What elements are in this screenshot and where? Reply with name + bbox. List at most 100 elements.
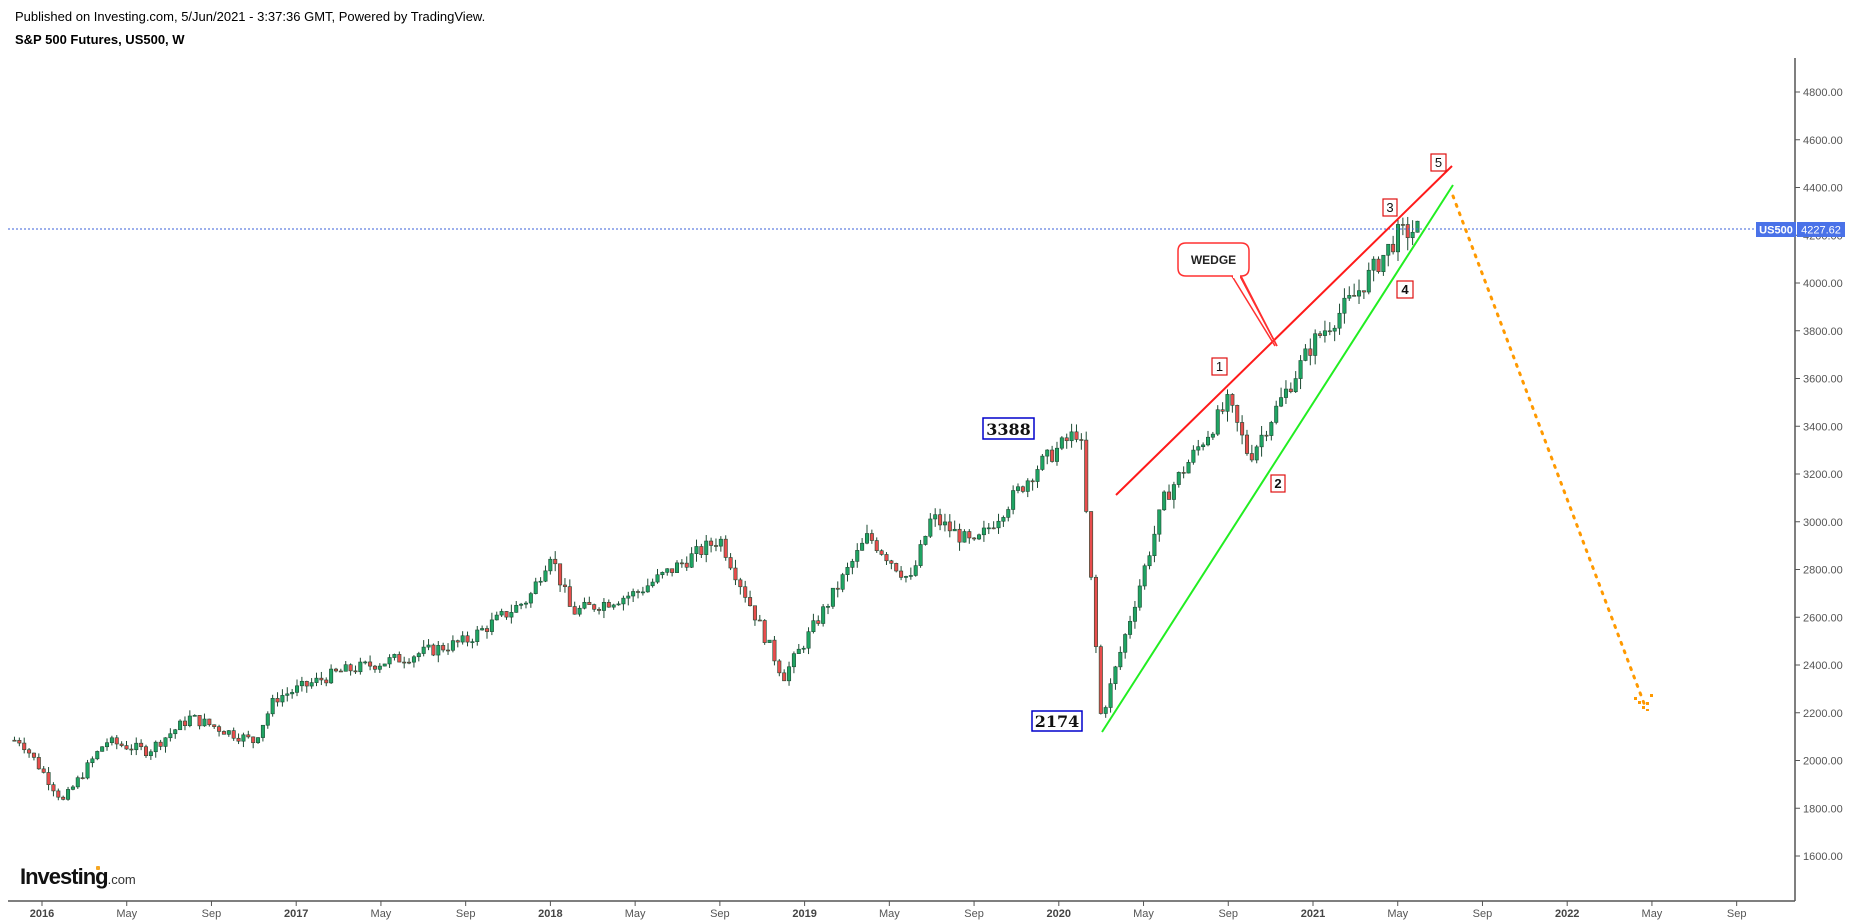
wave-5-label[interactable]: 5 <box>1430 153 1447 172</box>
candle-down <box>304 680 309 687</box>
candle-up <box>1035 469 1040 482</box>
x-tick-label: 2020 <box>1047 908 1071 920</box>
last-price-tag: US500 4227.62 <box>1756 222 1845 237</box>
candle-up <box>933 514 938 520</box>
y-tick-label: 2600.00 <box>1803 612 1843 624</box>
candle-up <box>801 647 806 650</box>
wave-3-label[interactable]: 3 <box>1382 198 1398 217</box>
candle-down <box>899 570 904 578</box>
candle-up <box>256 737 261 744</box>
wave-2-label[interactable]: 2 <box>1270 474 1286 493</box>
candle-up <box>806 631 811 649</box>
candle-down <box>338 670 343 673</box>
x-tick-label: Sep <box>710 908 730 920</box>
candle-up <box>1054 447 1059 462</box>
investing-logo[interactable]: Investing.com <box>20 864 136 890</box>
x-tick-label: May <box>625 908 646 920</box>
candle-down <box>129 748 134 751</box>
candle-up <box>1006 509 1011 518</box>
candle-up <box>1191 449 1196 463</box>
price-tag-symbol: US500 <box>1759 225 1793 237</box>
lower-wedge-trendline[interactable] <box>1101 184 1454 733</box>
candle-up <box>1103 707 1108 714</box>
candle-down <box>31 752 36 758</box>
candle-down <box>1235 405 1240 423</box>
wedge-label: WEDGE <box>1191 253 1236 267</box>
candle-up <box>1069 431 1074 442</box>
candle-up <box>475 629 480 642</box>
candle-down <box>1361 290 1366 293</box>
candle-up <box>1283 388 1288 398</box>
wave-4-label[interactable]: 4 <box>1396 280 1414 299</box>
candle-up <box>611 604 616 608</box>
wave-1-label[interactable]: 1 <box>1211 357 1228 376</box>
candle-down <box>1308 348 1313 356</box>
candle-up <box>860 542 865 551</box>
candle-up <box>290 692 295 695</box>
candle-down <box>319 677 324 681</box>
candle-up <box>665 568 670 573</box>
wedge-callout[interactable]: WEDGE <box>1177 242 1278 347</box>
candle-up <box>855 550 860 562</box>
candle-down <box>874 540 879 552</box>
candle-down <box>397 654 402 663</box>
candle-down <box>1181 472 1186 474</box>
candle-down <box>246 734 251 738</box>
candle-down <box>967 531 972 539</box>
candle-up <box>265 713 270 726</box>
candle-up <box>363 661 368 664</box>
candle-down <box>972 537 977 540</box>
candle-up <box>528 593 533 604</box>
candle-down <box>80 777 85 780</box>
candle-up <box>1342 297 1347 314</box>
y-axis[interactable]: 1600.00 1800.00 2000.00 2200.00 2400.00 2600.… <box>1795 87 1843 863</box>
candle-down <box>1240 422 1245 436</box>
candle-down <box>938 514 943 526</box>
candle-up <box>260 724 265 738</box>
high-3388-label[interactable]: 3388 <box>982 417 1035 440</box>
candle-up <box>1225 394 1230 412</box>
candle-down <box>957 528 962 543</box>
candle-up <box>538 580 543 583</box>
y-tick-label: 3200.00 <box>1803 469 1843 481</box>
candle-down <box>119 743 124 746</box>
candle-down <box>869 533 874 541</box>
x-tick-label: Sep <box>1727 908 1747 920</box>
candle-up <box>645 585 650 593</box>
candle-down <box>713 545 718 547</box>
candlestick-series <box>12 216 1420 801</box>
candle-up <box>1152 533 1157 557</box>
candle-down <box>762 620 767 643</box>
candle-up <box>168 733 173 739</box>
projection-dotted-line[interactable] <box>1451 194 1647 708</box>
candle-down <box>728 557 733 569</box>
candle-down <box>699 546 704 555</box>
y-tick-label: 3400.00 <box>1803 421 1843 433</box>
candle-up <box>309 682 314 687</box>
candle-down <box>158 741 163 747</box>
candle-up <box>694 546 699 555</box>
candle-up <box>923 535 928 545</box>
x-axis[interactable]: 2016 May Sep 2017 May Sep 2018 May Sep 2019 May Sep… <box>30 901 1747 920</box>
candle-up <box>1215 409 1220 435</box>
low-2174-label[interactable]: 2174 <box>1031 710 1083 732</box>
candle-up <box>187 715 192 727</box>
candle-down <box>991 527 996 530</box>
candle-down <box>782 672 787 682</box>
candle-down <box>51 784 56 792</box>
candle-down <box>723 538 728 558</box>
upper-wedge-trendline[interactable] <box>1115 165 1453 496</box>
candle-down <box>1089 511 1094 578</box>
candle-down <box>431 644 436 656</box>
candle-up <box>134 742 139 751</box>
low-label-text: 2174 <box>1035 712 1080 731</box>
candle-up <box>280 695 285 703</box>
candle-down <box>333 668 338 672</box>
candle-up <box>996 520 1001 529</box>
candle-down <box>684 562 689 568</box>
candle-down <box>592 604 597 610</box>
candle-up <box>1371 258 1376 271</box>
candle-down <box>816 620 821 624</box>
candle-up <box>226 730 231 735</box>
